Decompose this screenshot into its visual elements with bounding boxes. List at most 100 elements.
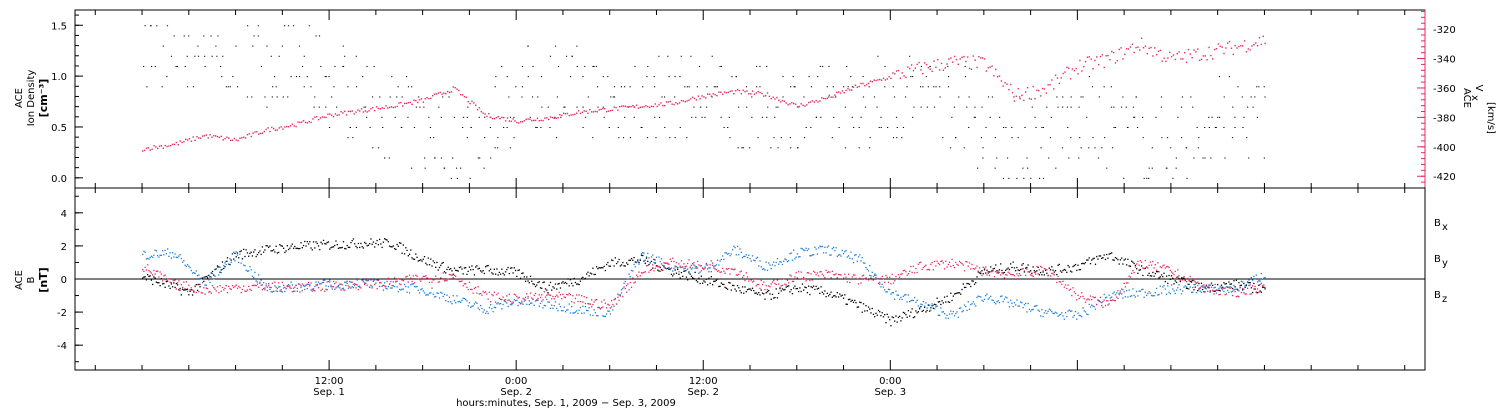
density-point [363,106,365,108]
bz-point [314,290,316,292]
bz-point [890,283,892,285]
bx-point [371,243,373,245]
bx-point [311,249,313,251]
bz-point [1214,286,1216,289]
bx-point [1235,279,1238,282]
bz-point [986,274,988,276]
velocity-point [1088,56,1090,58]
by-point [489,303,492,306]
density-point [151,65,153,67]
velocity-point [529,118,531,120]
density-point [192,86,195,88]
velocity-point [1107,54,1109,57]
by-point [350,281,352,283]
by-point [942,311,944,313]
bz-point [1209,289,1211,292]
density-point [282,96,284,98]
density-point [1101,147,1103,149]
bz-point [592,303,594,306]
bx-point [322,239,325,242]
bz-point [406,275,408,278]
bx-point [1036,270,1038,272]
by-point [346,280,348,282]
velocity-point [680,99,683,102]
velocity-point [690,98,692,100]
density-point [1196,126,1198,128]
bz-point [933,260,936,263]
bz-point [695,267,698,269]
density-point [835,96,837,98]
bx-point [1263,286,1265,288]
bz-point [493,291,496,294]
density-point [624,116,626,118]
bx-point [165,281,168,283]
density-point [1234,126,1236,128]
b-axis-label-line2: B [26,276,37,283]
bx-point [199,286,201,288]
density-point [1170,147,1172,149]
bz-point [1002,273,1004,275]
by-point [336,278,338,281]
by-point [290,281,292,283]
bz-point [325,288,327,290]
velocity-point [1157,50,1160,53]
bx-point [1113,259,1115,261]
density-point [521,96,523,98]
bx-point [543,281,545,283]
bz-point [746,276,749,278]
bz-point [780,285,782,287]
bz-point [1260,282,1262,284]
density-point [1181,96,1184,98]
bx-point [553,287,555,289]
density-point [478,116,480,118]
bz-point [179,289,181,291]
velocity-point [594,110,597,113]
bz-point [209,290,211,293]
bz-point [1198,287,1200,290]
by-point [938,314,941,317]
velocity-point [422,101,425,103]
velocity-point [508,120,511,122]
velocity-point [796,106,799,108]
velocity-point [491,117,494,120]
by-point [185,265,187,268]
bx-point [849,298,851,300]
by-point [249,266,251,268]
by-point [922,300,925,303]
bx-point [678,273,680,276]
bx-point [970,285,972,288]
density-point [912,76,914,78]
by-point [877,277,880,280]
bx-point [867,306,870,308]
bx-point [1185,287,1188,289]
density-point [1080,147,1082,149]
velocity-point [880,79,883,81]
density-point [527,45,529,47]
bz-point [1117,290,1119,292]
velocity-point [1105,55,1107,57]
bx-point [504,271,507,273]
bx-point [775,288,777,290]
by-point [988,297,991,299]
bx-point [428,264,431,266]
bx-point [1261,286,1264,288]
by-point [733,245,735,247]
density-point [1148,167,1150,169]
by-point [352,283,355,285]
bz-point [372,280,375,282]
bz-point [682,266,684,268]
bx-point [1140,265,1143,267]
bz-point [452,277,454,279]
bz-point [1134,266,1137,268]
velocity-point [388,106,391,109]
bz-point [1119,292,1122,294]
by-point [684,265,686,268]
density-point [401,96,403,98]
by-point [990,295,992,297]
bz-point [381,285,383,287]
density-point [828,96,830,98]
bx-point [211,270,214,273]
density-point [460,167,462,169]
density-point [1016,177,1018,179]
by-point [229,258,231,260]
